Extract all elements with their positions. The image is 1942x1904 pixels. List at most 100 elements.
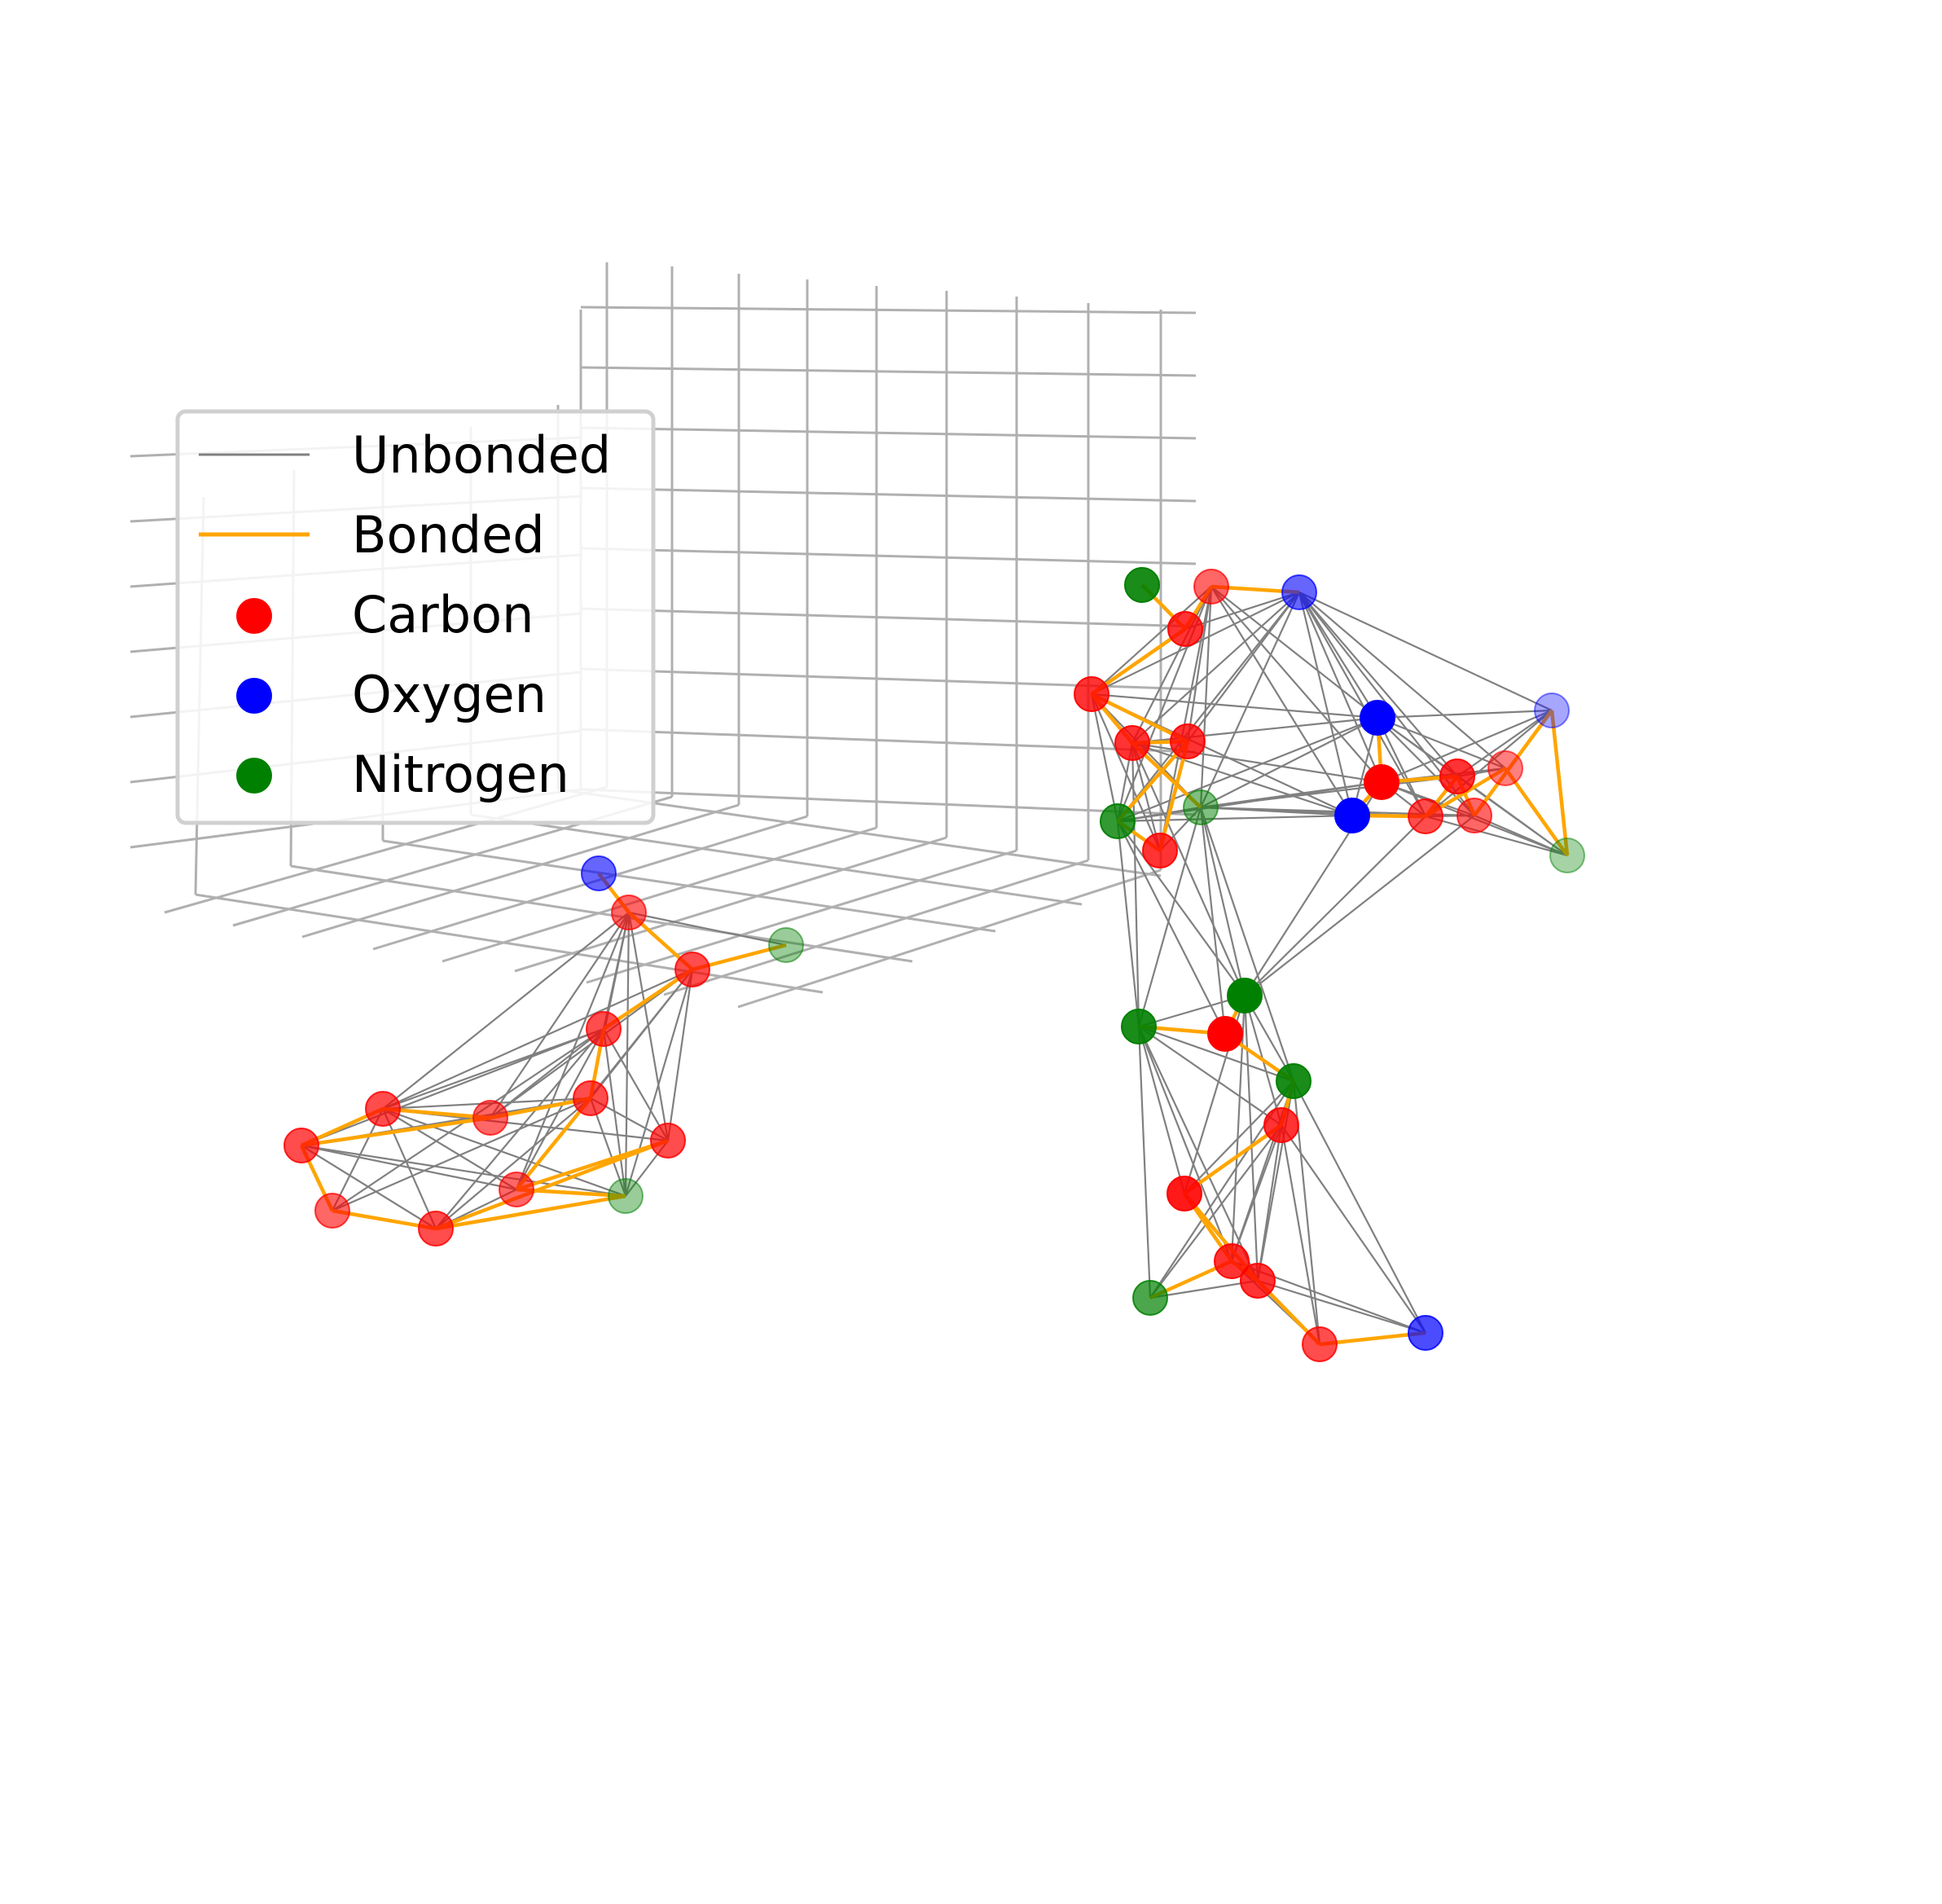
carbon-atom	[1214, 1243, 1250, 1279]
unbonded-edge	[1377, 716, 1506, 770]
carbon-atom	[365, 1091, 401, 1127]
unbonded-edge	[1230, 1124, 1283, 1262]
unbonded-edge	[301, 1027, 604, 1147]
bonded-edge	[382, 1106, 491, 1120]
unbonded-edge	[1257, 1279, 1426, 1335]
unbonded-edge	[602, 1028, 627, 1197]
carbon-atom	[1408, 798, 1443, 834]
legend-frame	[175, 409, 656, 825]
unbonded-edge	[624, 969, 694, 1197]
unbonded-edge	[1138, 1025, 1294, 1083]
grid-line	[514, 836, 947, 973]
nitrogen-atom	[1549, 838, 1585, 873]
grid-line	[301, 803, 740, 939]
unbonded-edge	[1298, 591, 1553, 711]
unbonded-edge	[628, 911, 787, 947]
unbonded-edge	[1381, 709, 1553, 784]
unbonded-edge	[1456, 776, 1568, 856]
carbon-atom	[472, 1100, 508, 1136]
atom-layer	[283, 567, 1585, 1362]
grid-line	[580, 486, 1197, 503]
unbonded-edge	[382, 1107, 626, 1198]
unbonded-edge	[301, 1144, 517, 1191]
unbonded-edge	[1117, 820, 1226, 1035]
unbonded-edge	[1091, 693, 1378, 719]
unbonded-edge	[603, 1028, 669, 1141]
bonded-edge	[1549, 710, 1570, 856]
grid-line	[580, 728, 1197, 754]
unbonded-edge	[1210, 586, 1382, 783]
unbonded-edge	[1090, 693, 1162, 851]
oxygen-atom	[581, 855, 617, 891]
unbonded-edge	[1137, 1026, 1152, 1299]
grid-line	[442, 826, 877, 963]
unbonded-edge	[1230, 995, 1246, 1262]
unbonded-edge	[1456, 710, 1553, 777]
oxygen-atom	[1334, 798, 1370, 833]
legend-nitrogen-marker	[236, 758, 272, 794]
unbonded-edge	[515, 912, 630, 1190]
unbonded-edge	[381, 1108, 437, 1229]
unbonded-edge	[1199, 807, 1295, 1082]
unbonded-edge	[1244, 815, 1475, 996]
carbon-atom	[418, 1211, 454, 1247]
oxygen-atom	[1281, 574, 1317, 610]
unbonded-edge	[1243, 995, 1259, 1282]
nitrogen-atom	[1132, 1280, 1168, 1316]
unbonded-edge	[1200, 591, 1300, 808]
carbon-atom	[1167, 611, 1203, 647]
unbonded-edge	[301, 1145, 437, 1229]
grid-line	[290, 864, 913, 963]
bonded-edge	[1158, 741, 1190, 851]
carbon-atom	[283, 1128, 319, 1163]
nitrogen-atom	[1183, 789, 1219, 825]
unbonded-edge	[1298, 591, 1354, 816]
grid-line	[737, 868, 1162, 1009]
unbonded-edge	[1199, 807, 1227, 1035]
nitrogen-atom	[1227, 978, 1263, 1014]
grid-line	[580, 426, 1197, 440]
grid-line	[586, 849, 1017, 984]
unbonded-edge	[1131, 742, 1140, 1027]
unbonded-edge	[1244, 816, 1426, 996]
unbonded-edge	[1281, 1124, 1426, 1334]
unbonded-edge	[1298, 591, 1458, 777]
unbonded-edge	[435, 1097, 591, 1229]
carbon-atom	[314, 1193, 350, 1229]
unbonded-edge	[1117, 591, 1300, 822]
legend-unbonded-label: Unbonded	[352, 425, 611, 485]
unbonded-edge	[332, 1108, 384, 1211]
nitrogen-atom	[608, 1178, 644, 1214]
carbon-atom	[1207, 1016, 1243, 1052]
nitrogen-atom	[768, 927, 804, 963]
unbonded-edge	[1138, 1026, 1282, 1126]
unbonded-edge	[1117, 820, 1246, 996]
unbonded-edge	[382, 968, 693, 1110]
unbonded-edge	[1091, 586, 1212, 695]
carbon-atom	[499, 1172, 534, 1207]
legend-carbon-label: Carbon	[352, 585, 534, 644]
carbon-atom	[611, 895, 647, 930]
grid-line	[663, 859, 1089, 996]
grid-line	[195, 893, 824, 994]
unbonded-edge	[1280, 1124, 1321, 1345]
legend: Unbonded Bonded Carbon Oxygen Nitrogen	[175, 409, 656, 825]
unbonded-edge	[1186, 586, 1213, 742]
unbonded-edge	[1256, 1124, 1283, 1282]
carbon-atom	[1193, 569, 1229, 605]
unbonded-edge	[301, 1144, 626, 1198]
oxygen-atom	[1360, 700, 1395, 736]
unbonded-edge	[1199, 586, 1213, 808]
legend-nitrogen-label: Nitrogen	[352, 745, 569, 804]
bonded-edge	[516, 1138, 669, 1192]
carbon-atom	[586, 1011, 622, 1047]
bonded-edge	[1183, 1123, 1283, 1195]
bonded-edge	[515, 1097, 592, 1191]
carbon-atom	[1364, 764, 1399, 800]
unbonded-edge	[1210, 586, 1353, 816]
carbon-atom	[650, 1123, 686, 1159]
unbonded-edge	[1200, 717, 1378, 808]
bonded-edge	[435, 1138, 669, 1231]
unbonded-edge	[1298, 591, 1383, 783]
bonded-edge	[1090, 627, 1187, 696]
